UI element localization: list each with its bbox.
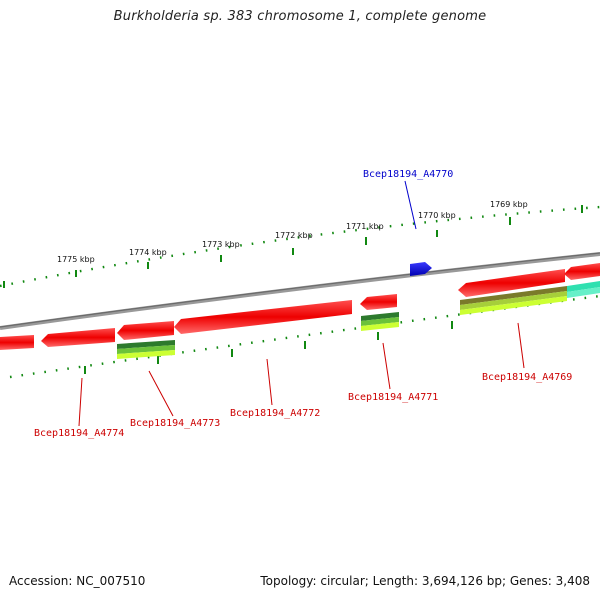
gene-track: [0, 263, 600, 350]
callout-line: [78, 377, 83, 427]
callout-line: [266, 358, 273, 406]
feature-block-teal[interactable]: [567, 281, 600, 298]
inner-major-ticks: [84, 321, 453, 374]
gene-arrow[interactable]: [174, 300, 352, 334]
gene-arrow[interactable]: [564, 263, 600, 280]
scale-label-1774: 1774 kbp: [129, 248, 167, 257]
feature-block[interactable]: [460, 286, 567, 315]
callout-line: [517, 322, 525, 369]
scale-label-1772: 1772 kbp: [275, 231, 313, 240]
gene-label-a4771[interactable]: Bcep18194_A4771: [348, 392, 438, 403]
genome-summary: Topology: circular; Length: 3,694,126 bp…: [260, 574, 590, 588]
gene-label-a4770[interactable]: Bcep18194_A4770: [363, 169, 453, 180]
accession-text: Accession: NC_007510: [9, 574, 146, 588]
chromosome-backbone: [0, 252, 600, 330]
scale-label-1770: 1770 kbp: [418, 211, 456, 220]
gene-arrow[interactable]: [0, 335, 34, 350]
feature-block[interactable]: [117, 340, 175, 359]
callout-line: [148, 370, 174, 417]
scale-label-1775: 1775 kbp: [57, 255, 95, 264]
outer-major-ticks: [3, 205, 583, 288]
gene-label-a4769[interactable]: Bcep18194_A4769: [482, 372, 572, 383]
gene-arrow-highlighted[interactable]: [410, 262, 432, 276]
scale-label-1769: 1769 kbp: [490, 200, 528, 209]
scale-label-1773: 1773 kbp: [202, 240, 240, 249]
gene-label-a4772[interactable]: Bcep18194_A4772: [230, 408, 320, 419]
feature-track: [117, 281, 600, 359]
gene-label-a4774[interactable]: Bcep18194_A4774: [34, 428, 124, 439]
gene-arrow[interactable]: [458, 269, 565, 297]
gene-label-a4773[interactable]: Bcep18194_A4773: [130, 418, 220, 429]
feature-block[interactable]: [361, 312, 399, 331]
scale-label-1771: 1771 kbp: [346, 222, 384, 231]
callouts: [78, 180, 525, 427]
callout-line: [382, 342, 391, 390]
gene-arrow[interactable]: [117, 321, 174, 340]
gene-arrow[interactable]: [360, 294, 397, 310]
page-title: Burkholderia sp. 383 chromosome 1, compl…: [113, 9, 487, 24]
gene-arrow[interactable]: [41, 328, 115, 347]
callout-line: [404, 180, 417, 230]
